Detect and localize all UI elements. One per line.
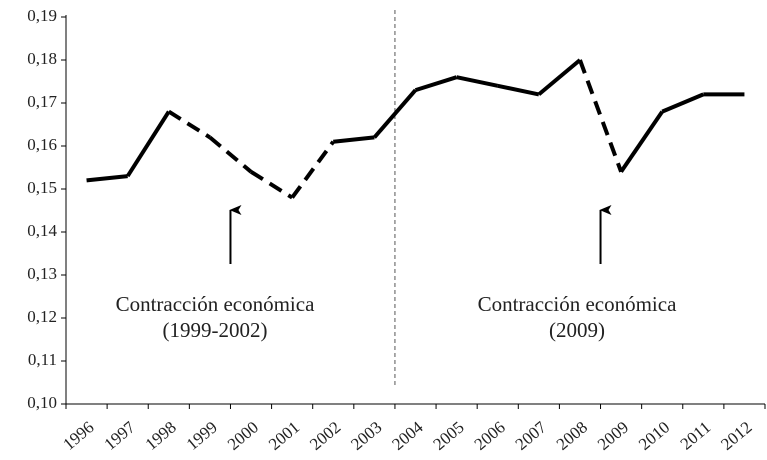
line-segment — [86, 174, 128, 183]
y-tick-label: 0,16 — [27, 135, 57, 154]
line-segment — [537, 58, 582, 96]
annotation: Contracción económica — [116, 292, 316, 316]
line-segment — [497, 83, 540, 97]
line-segment — [208, 135, 253, 174]
y-tick-label: 0,14 — [27, 221, 57, 240]
y-tick-label: 0,19 — [27, 6, 57, 25]
line-segment — [619, 110, 664, 173]
line-segment — [125, 110, 171, 178]
line-segment — [249, 170, 294, 200]
x-tick-label: 1996 — [59, 418, 97, 454]
x-tick-label: 2003 — [347, 418, 385, 454]
line-segment — [661, 92, 705, 114]
y-tick-label: 0,12 — [27, 307, 57, 326]
x-tick-label: 1999 — [183, 418, 221, 454]
x-tick-label: 2011 — [677, 418, 715, 454]
x-tick-label: 2009 — [594, 418, 632, 454]
line-segment — [290, 140, 335, 199]
annotation: Contracción económica — [478, 292, 678, 316]
x-tick-label: 2012 — [717, 418, 755, 454]
x-tick-label: 1997 — [101, 417, 140, 454]
x-tick-label: 2006 — [471, 418, 509, 454]
x-tick-label: 2007 — [512, 417, 551, 454]
line-segment — [414, 75, 458, 93]
y-tick-label: 0,15 — [27, 178, 57, 197]
y-tick-label: 0,13 — [27, 264, 57, 283]
line-segment — [578, 59, 623, 173]
x-tick-label: 2002 — [306, 418, 344, 454]
x-tick-label: 2010 — [635, 418, 673, 454]
line-segment — [456, 75, 499, 88]
x-tick-label: 1998 — [142, 418, 180, 454]
x-tick-label: 2005 — [429, 418, 467, 454]
annotation: (1999-2002) — [163, 318, 268, 342]
x-tick-label: 2001 — [265, 418, 303, 454]
y-tick-label: 0,17 — [27, 92, 57, 111]
line-segment — [372, 88, 418, 139]
x-tick-label: 2008 — [553, 418, 591, 454]
annotation: (2009) — [549, 318, 605, 342]
y-tick-label: 0,11 — [28, 350, 57, 369]
x-tick-label: 2004 — [388, 417, 427, 454]
y-tick-label: 0,10 — [27, 393, 57, 412]
line-segment — [167, 109, 211, 140]
y-tick-label: 0,18 — [27, 49, 57, 68]
line-segment — [333, 135, 375, 144]
x-tick-label: 2000 — [224, 418, 262, 454]
